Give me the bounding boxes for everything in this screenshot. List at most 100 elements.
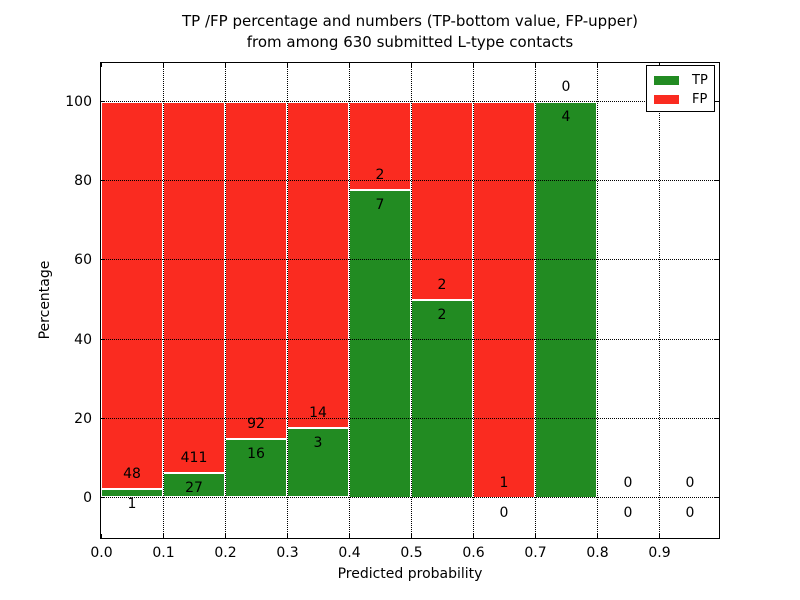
gridline-vertical: [162, 63, 164, 538]
tp-count-label: 0: [685, 504, 695, 521]
x-tick-label: 0.9: [648, 545, 671, 561]
gridline-horizontal: [101, 101, 719, 102]
tp-count-label: 27: [185, 480, 203, 497]
legend: TP FP: [646, 65, 715, 112]
fp-count-label: 411: [180, 450, 208, 467]
y-tick-label: 20: [74, 410, 92, 427]
tp-count-label: 4: [561, 108, 571, 125]
x-tick-mark: [596, 534, 598, 538]
tp-count-label: 3: [313, 434, 323, 451]
tp-count-label: 7: [375, 196, 385, 213]
x-tick-mark: [101, 534, 102, 538]
tp-count-label: 1: [127, 496, 137, 513]
y-tick-mark: [715, 417, 719, 419]
bar-segment-fp: [473, 101, 535, 498]
plot-area: 48 1 411 27 92 16 14 3 2 7 2 2 1 0 0 4 0 0 0 0: [100, 62, 720, 539]
gridline-horizontal: [101, 497, 719, 498]
x-tick-mark: [472, 63, 474, 67]
legend-item-fp: FP: [647, 90, 714, 109]
bar-segment-fp: [101, 101, 163, 490]
gridline-vertical: [472, 63, 474, 538]
x-tick-mark: [286, 63, 288, 67]
gridline-vertical: [534, 63, 536, 538]
bar-segment-fp: [349, 101, 411, 190]
y-tick-mark: [101, 259, 105, 261]
x-tick-mark: [101, 63, 102, 67]
fp-count-label: 0: [685, 474, 695, 491]
y-tick-label: 60: [74, 252, 92, 269]
fp-count-label: 1: [499, 474, 509, 491]
x-tick-mark: [162, 63, 164, 67]
y-tick-label: 0: [83, 490, 92, 506]
x-tick-mark: [534, 63, 536, 67]
chart-title-line1: TP /FP percentage and numbers (TP-bottom…: [182, 12, 638, 30]
y-tick-mark: [101, 338, 105, 340]
legend-label-tp: TP: [692, 73, 708, 88]
fp-swatch: [654, 95, 679, 104]
y-tick-label: 100: [65, 94, 92, 110]
x-tick-label: 0.1: [152, 545, 175, 561]
x-tick-mark: [534, 534, 536, 538]
x-tick-mark: [224, 534, 226, 538]
gridline-vertical: [410, 63, 412, 538]
bar-segment-tp: [535, 101, 597, 498]
y-tick-mark: [101, 497, 105, 498]
gridline-horizontal: [101, 417, 719, 419]
y-tick-mark: [715, 338, 719, 340]
bar-segment-fp: [225, 101, 287, 439]
x-tick-label: 0.5: [400, 545, 423, 561]
x-tick-label: 0.3: [276, 545, 299, 561]
x-tick-mark: [410, 534, 412, 538]
y-tick-mark: [101, 180, 105, 182]
tp-count-label: 0: [499, 504, 509, 521]
fp-count-label: 0: [561, 78, 571, 95]
y-tick-mark: [101, 417, 105, 419]
legend-label-fp: FP: [692, 92, 708, 107]
tp-count-label: 0: [623, 504, 633, 521]
bar-segment-tp: [411, 299, 473, 498]
chart-title-line2: from among 630 submitted L-type contacts: [246, 33, 574, 51]
x-tick-label: 0.0: [90, 545, 113, 561]
gridline-vertical: [348, 63, 350, 538]
bar-segment-fp: [287, 101, 349, 428]
x-tick-label: 0.7: [524, 545, 547, 561]
gridline-vertical: [224, 63, 226, 538]
y-tick-mark: [715, 180, 719, 182]
y-axis-label: Percentage: [37, 260, 53, 340]
bar-segment-tp: [163, 473, 225, 498]
y-tick-label: 40: [74, 331, 92, 348]
tp-count-label: 2: [437, 306, 447, 323]
fp-count-label: 2: [437, 276, 447, 293]
gridline-vertical: [658, 63, 660, 538]
fp-count-label: 92: [247, 415, 265, 432]
x-tick-label: 0.2: [214, 545, 237, 561]
bar-segment-fp: [411, 101, 473, 300]
x-tick-mark: [224, 63, 226, 67]
x-tick-mark: [286, 534, 288, 538]
y-tick-mark: [101, 101, 105, 102]
fp-count-label: 14: [309, 404, 327, 421]
gridline-horizontal: [101, 338, 719, 340]
x-tick-label: 0.8: [586, 545, 609, 561]
x-tick-mark: [348, 534, 350, 538]
x-tick-mark: [162, 534, 164, 538]
y-tick-mark: [715, 101, 719, 102]
x-tick-mark: [472, 534, 474, 538]
x-axis-label: Predicted probability: [337, 566, 483, 582]
y-tick-mark: [715, 259, 719, 261]
x-tick-label: 0.4: [338, 545, 361, 561]
bar-segment-tp: [349, 189, 411, 498]
x-tick-mark: [410, 63, 412, 67]
gridline-horizontal: [101, 180, 719, 182]
fp-count-label: 0: [623, 474, 633, 491]
chart-title: TP /FP percentage and numbers (TP-bottom…: [110, 11, 710, 53]
x-tick-mark: [348, 63, 350, 67]
x-tick-mark: [658, 534, 660, 538]
legend-item-tp: TP: [647, 71, 714, 90]
tp-swatch: [654, 76, 679, 85]
gridline-vertical: [286, 63, 288, 538]
gridline-vertical: [596, 63, 598, 538]
fp-count-label: 48: [123, 466, 141, 483]
gridline-horizontal: [101, 259, 719, 261]
